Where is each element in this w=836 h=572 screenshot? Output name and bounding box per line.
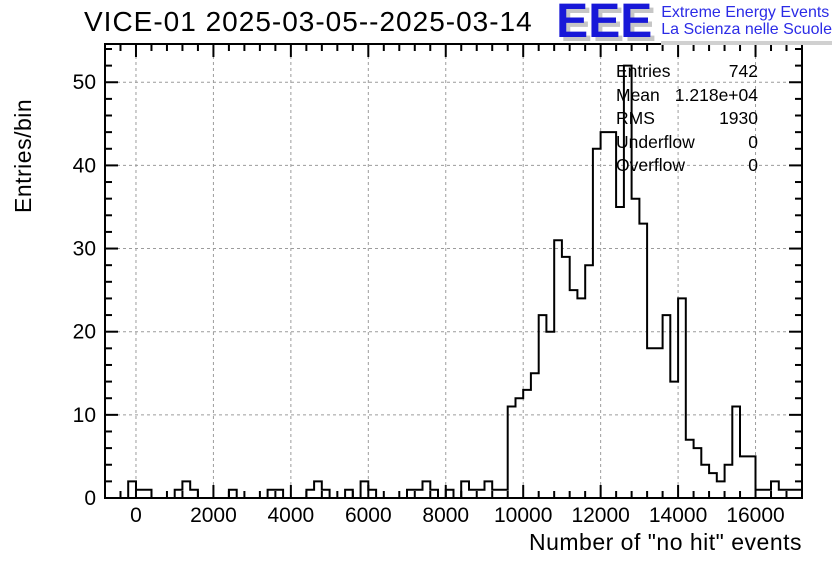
stats-value: 1930 [719,108,758,128]
svg-text:14000: 14000 [649,504,707,527]
svg-text:0: 0 [130,504,142,527]
svg-text:12000: 12000 [571,504,629,527]
eee-logo-letters: EEE [556,0,653,48]
svg-text:10000: 10000 [494,504,552,527]
stats-label: Underflow [616,131,695,152]
svg-text:50: 50 [73,71,96,94]
stats-value: 1.218e+04 [674,84,758,105]
stats-label: Overflow [616,155,686,175]
y-axis-title: Entries/bin [10,98,36,213]
svg-text:10: 10 [73,404,96,427]
stats-row-underflow: Underflow 0 [616,131,758,155]
stats-row-overflow: Overflow 0 [616,154,758,178]
stats-box: Entries 742 Mean 1.218e+04 RMS 1930 Unde… [616,60,758,178]
stats-label: Mean [616,84,660,105]
eee-logo-line2: La Scienza nelle Scuole [661,21,832,38]
stats-value: 0 [748,155,758,175]
x-axis-title: Number of "no hit" events [528,529,802,555]
stats-label: RMS [616,108,655,128]
stats-row-rms: RMS 1930 [616,107,758,131]
page-title: VICE-01 2025-03-05--2025-03-14 [84,6,533,37]
eee-logo-line1: Extreme Energy Events [661,4,830,21]
stats-row-mean: Mean 1.218e+04 [616,84,758,108]
stats-value: 742 [728,61,758,81]
svg-text:0: 0 [84,487,96,510]
svg-text:6000: 6000 [345,504,392,527]
stats-label: Entries [616,61,671,81]
svg-text:40: 40 [73,154,96,177]
svg-text:8000: 8000 [422,504,469,527]
svg-text:30: 30 [73,238,96,261]
svg-text:4000: 4000 [268,504,315,527]
stats-value: 0 [748,131,758,152]
eee-logo-tagline: Extreme Energy Events La Scienza nelle S… [661,4,832,45]
eee-logo: EEE Extreme Energy Events La Scienza nel… [556,0,832,48]
stats-row-entries: Entries 742 [616,60,758,84]
svg-text:16000: 16000 [726,504,784,527]
svg-text:20: 20 [73,321,96,344]
svg-text:2000: 2000 [190,504,237,527]
